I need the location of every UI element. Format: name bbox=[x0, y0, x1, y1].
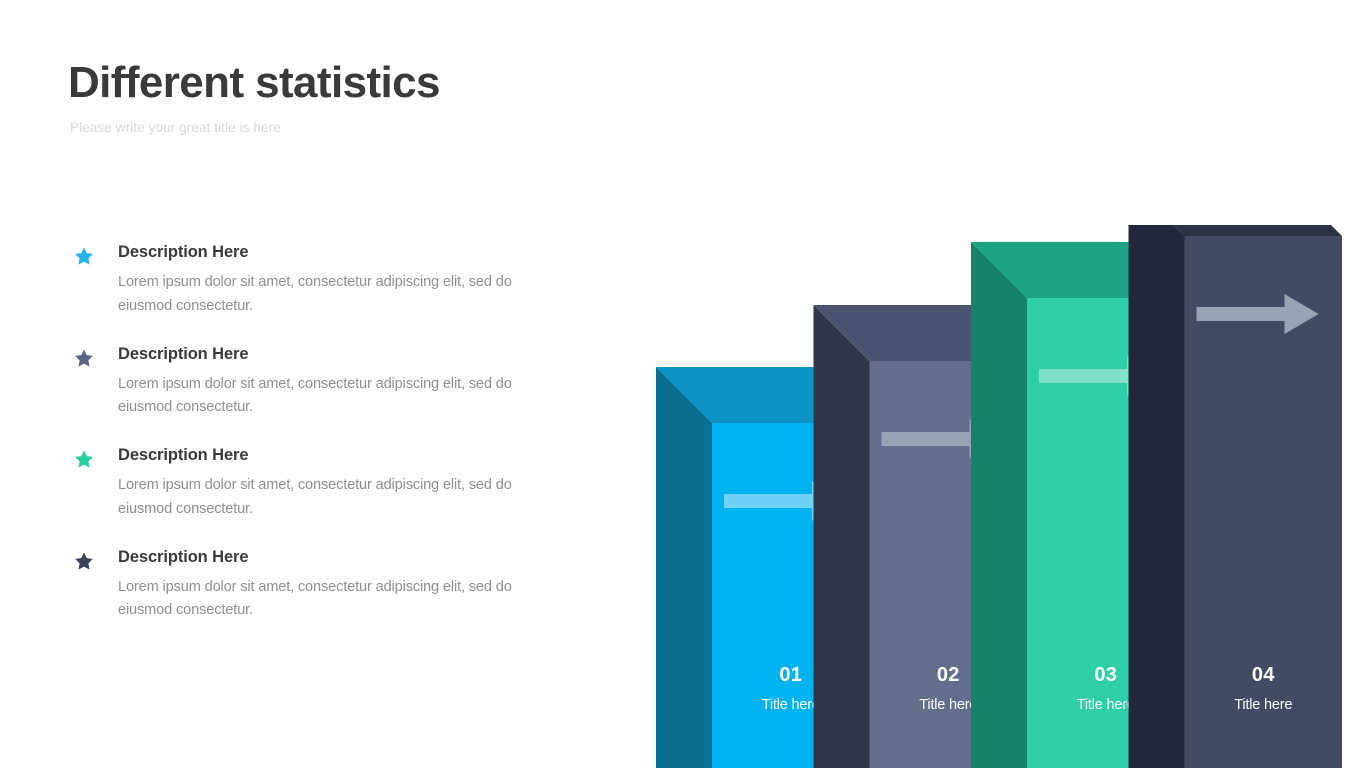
list-item-heading: Description Here bbox=[118, 243, 249, 261]
arrow-right-icon bbox=[1196, 294, 1319, 334]
bar-top-face bbox=[1173, 225, 1342, 236]
star-icon-path bbox=[75, 450, 93, 468]
bar-side-face bbox=[971, 242, 1027, 768]
list-item-heading: Description Here bbox=[118, 344, 249, 363]
bar-caption-label: Title here bbox=[1077, 697, 1135, 713]
list-item-body: Lorem ipsum dolor sit amet, consectetur … bbox=[118, 274, 512, 314]
bar-side-face bbox=[1128, 225, 1185, 768]
star-icon-path bbox=[75, 348, 93, 367]
slide-header: Different statistics Please write your g… bbox=[68, 58, 688, 136]
page-subtitle: Please write your great title is here bbox=[70, 120, 281, 136]
list-item-heading: Description Here bbox=[118, 446, 249, 465]
bar-front-face bbox=[1184, 236, 1342, 768]
bars-group: 01 Title here 02 Title here 03 Title here 04 Ti… bbox=[656, 225, 1342, 768]
bar-caption-label: Title here bbox=[919, 697, 977, 713]
list-item-body: Lorem ipsum dolor sit amet, consectetur … bbox=[118, 477, 512, 517]
bar-caption-label: Title here bbox=[1234, 697, 1292, 713]
bar-side-face bbox=[813, 305, 870, 768]
feature-list: Description Here Lorem ipsum dolor sit a… bbox=[68, 243, 578, 623]
list-item-body: Lorem ipsum dolor sit amet, consectetur … bbox=[118, 375, 512, 416]
bar-caption-label: Title here bbox=[762, 697, 820, 713]
bar-04[interactable]: 04 Title here bbox=[1128, 225, 1343, 768]
bar-number-label: 02 bbox=[937, 664, 960, 686]
bar-number-label: 04 bbox=[1252, 664, 1275, 686]
bar-number-label: 01 bbox=[779, 664, 802, 686]
list-item[interactable]: Description Here Lorem ipsum dolor sit a… bbox=[68, 548, 578, 624]
bar-number-label: 03 bbox=[1094, 664, 1117, 686]
list-item[interactable]: Description Here Lorem ipsum dolor sit a… bbox=[68, 345, 578, 421]
list-item[interactable]: Description Here Lorem ipsum dolor sit a… bbox=[68, 243, 578, 319]
star-icon bbox=[75, 552, 93, 570]
star-icon-path bbox=[75, 247, 93, 265]
bar-chart-3d: 01 Title here 02 Title here 03 Title here 04 Ti… bbox=[640, 225, 1365, 768]
list-item-body: Lorem ipsum dolor sit amet, consectetur … bbox=[118, 578, 512, 619]
page-title: Different statistics bbox=[68, 58, 440, 107]
list-item[interactable]: Description Here Lorem ipsum dolor sit a… bbox=[68, 446, 578, 522]
star-icon-path bbox=[75, 552, 93, 570]
list-item-heading: Description Here bbox=[118, 547, 249, 566]
bar-side-face bbox=[656, 367, 712, 768]
chart-svg: 01 Title here 02 Title here 03 Title here 04 Ti… bbox=[656, 225, 1342, 768]
star-icon bbox=[75, 247, 93, 265]
star-icon bbox=[75, 450, 93, 468]
star-icon bbox=[75, 348, 93, 367]
